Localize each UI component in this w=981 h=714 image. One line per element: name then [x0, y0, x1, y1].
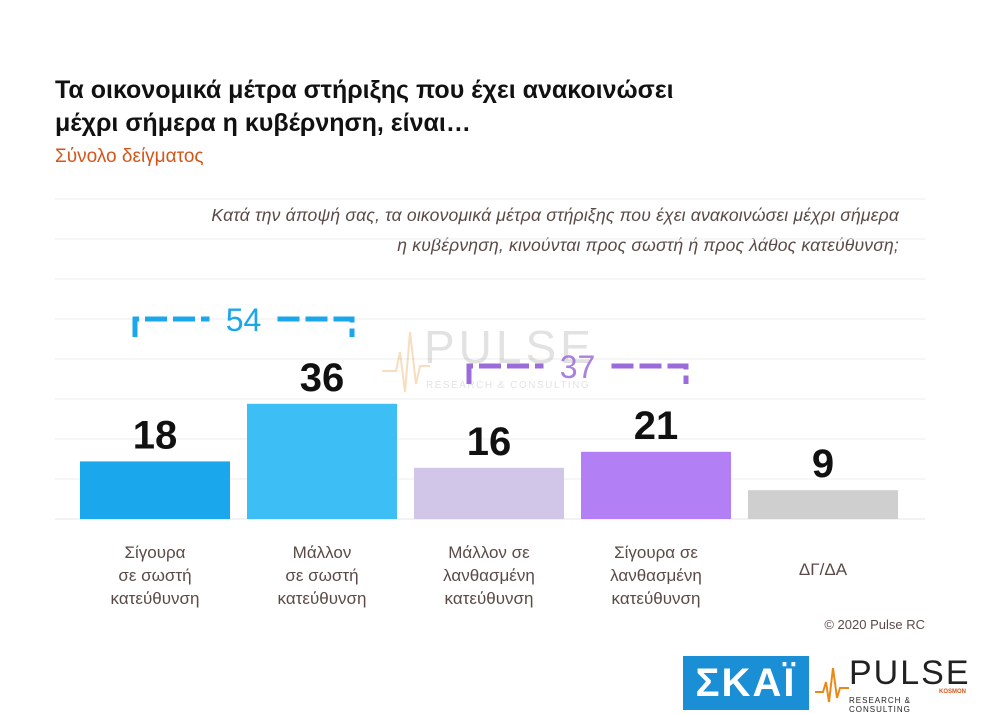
survey-question-line2: η κυβέρνηση, κινούνται προς σωστή ή προς… — [397, 235, 899, 255]
bar — [414, 467, 564, 519]
category-label: Σίγουρα σε — [614, 543, 698, 562]
chart-subtitle: Σύνολο δείγματος — [55, 146, 204, 167]
chart-title-line2: μέχρι σήμερα η κυβέρνηση, είναι… — [55, 109, 471, 137]
bracket-total-label: 37 — [560, 349, 596, 385]
category-label: ΔΓ/ΔΑ — [799, 560, 848, 579]
survey-question: Κατά την άποψή σας, τα οικονομικά μέτρα … — [99, 200, 899, 260]
bracket-right-line — [277, 316, 355, 337]
category-label: Μάλλον — [293, 543, 352, 562]
category-label: σε σωστή — [285, 566, 358, 585]
pulse-logo: PULSE KOSMON RESEARCH & CONSULTING — [815, 654, 975, 714]
copyright-notice: © 2020 Pulse RC — [824, 617, 925, 632]
chart-title-line1: Τα οικονομικά μέτρα στήριξης που έχει αν… — [55, 76, 674, 104]
survey-question-line1: Κατά την άποψή σας, τα οικονομικά μέτρα … — [211, 205, 899, 225]
category-label: λανθασμένη — [443, 566, 535, 585]
bracket-total-label: 54 — [226, 302, 262, 338]
bar-value-label: 36 — [300, 356, 345, 400]
category-label: κατεύθυνση — [278, 589, 367, 608]
bar-value-label: 18 — [133, 413, 178, 457]
category-label: Μάλλον σε — [448, 543, 530, 562]
bracket-right-line — [611, 363, 689, 384]
pulse-heartbeat-icon — [815, 667, 849, 703]
bracket-left-line — [466, 363, 544, 384]
bar-value-label: 16 — [467, 420, 512, 464]
bar-value-label: 21 — [634, 404, 679, 448]
watermark-subtitle: RESEARCH & CONSULTING — [426, 380, 590, 391]
pulse-logo-subtitle: RESEARCH & CONSULTING — [849, 696, 912, 714]
category-label: λανθασμένη — [610, 566, 702, 585]
category-label: σε σωστή — [118, 566, 191, 585]
watermark-heartbeat-icon — [382, 331, 430, 393]
bar — [80, 461, 230, 519]
category-label: κατεύθυνση — [445, 589, 534, 608]
bar — [247, 403, 397, 519]
chart-title: Τα οικονομικά μέτρα στήριξης που έχει αν… — [55, 74, 815, 140]
group-bracket: 54 — [132, 302, 355, 338]
category-label: κατεύθυνση — [111, 589, 200, 608]
group-bracket: 37 — [466, 349, 689, 385]
category-label: Σίγουρα — [124, 543, 185, 562]
bar-value-label: 9 — [812, 442, 834, 486]
bar — [748, 490, 898, 519]
category-label: κατεύθυνση — [612, 589, 701, 608]
bar — [581, 451, 731, 519]
bracket-left-line — [132, 316, 210, 337]
pulse-logo-kosmon: KOSMON — [939, 689, 966, 695]
skai-logo: ΣΚΑΪ — [683, 656, 809, 710]
pulse-logo-word: PULSE — [849, 654, 971, 692]
